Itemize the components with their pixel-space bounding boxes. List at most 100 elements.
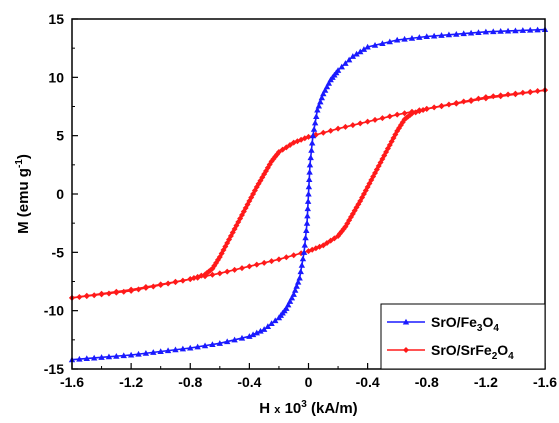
x-tick-label: -0.8	[178, 374, 202, 390]
data-point	[272, 317, 279, 324]
y-tick-label: 10	[48, 69, 64, 85]
data-point	[90, 354, 98, 361]
data-point	[320, 90, 327, 97]
data-point	[394, 111, 401, 118]
data-point	[294, 278, 302, 285]
y-axis-title-main: M (emu g	[15, 168, 32, 234]
x-axis-title-h: H	[259, 400, 274, 417]
data-point	[372, 116, 379, 123]
x-tick-label: -1.2	[119, 374, 143, 390]
data-point	[401, 110, 408, 117]
data-point	[416, 34, 423, 40]
data-point	[338, 63, 345, 70]
data-point	[76, 355, 83, 362]
data-point	[519, 27, 527, 33]
data-point	[238, 265, 245, 272]
y-tick-label: 15	[48, 11, 64, 27]
data-point	[299, 255, 307, 262]
x-tick-label: 0	[305, 374, 313, 390]
data-point	[453, 30, 460, 37]
data-point	[349, 122, 356, 129]
legend-box	[380, 303, 546, 370]
data-point	[379, 115, 386, 122]
data-point	[216, 270, 223, 277]
data-point	[460, 30, 467, 37]
data-point	[438, 32, 445, 38]
data-point	[490, 93, 497, 100]
data-point	[307, 154, 314, 161]
data-point	[460, 98, 467, 105]
data-point	[512, 27, 519, 34]
data-point	[105, 353, 113, 360]
data-point	[304, 198, 312, 204]
data-point	[231, 336, 238, 343]
data-point	[445, 101, 452, 108]
data-point	[323, 83, 331, 90]
data-point	[209, 271, 216, 278]
data-point	[310, 126, 318, 132]
x-tick-label: -0.8	[415, 374, 439, 390]
data-point	[325, 79, 333, 86]
data-point	[224, 268, 231, 275]
data-point	[401, 35, 408, 42]
data-point	[527, 88, 534, 95]
data-point	[284, 301, 292, 308]
data-point	[142, 284, 149, 291]
data-point	[423, 33, 430, 40]
data-point	[430, 32, 438, 39]
data-point	[327, 127, 334, 134]
legend-label-1-b: O	[497, 342, 508, 358]
data-point	[453, 100, 460, 106]
data-point	[291, 287, 299, 293]
x-tick-label: -1.6	[60, 374, 84, 390]
data-point	[379, 40, 386, 47]
data-point	[323, 240, 330, 246]
series-0	[68, 26, 549, 363]
data-point	[386, 113, 393, 120]
data-point	[142, 350, 150, 356]
data-point	[264, 323, 272, 329]
data-point	[512, 90, 519, 97]
data-point	[187, 344, 194, 351]
data-point	[172, 346, 179, 353]
data-point	[98, 354, 105, 360]
data-point	[253, 261, 260, 268]
data-point	[296, 274, 303, 281]
data-point	[306, 161, 314, 168]
data-point	[260, 326, 268, 332]
legend-item-sro-fe3o4	[387, 318, 425, 325]
data-point	[306, 176, 313, 182]
y-axis-title-close: )	[15, 154, 32, 159]
y-tick-label: -5	[52, 244, 65, 260]
data-point	[83, 355, 90, 362]
data-point	[308, 139, 316, 146]
data-point	[504, 27, 512, 34]
data-point	[349, 53, 357, 59]
data-point	[342, 123, 349, 130]
data-point	[519, 89, 526, 96]
data-point	[364, 118, 371, 125]
data-point	[257, 327, 264, 334]
data-point	[302, 234, 309, 241]
data-point	[279, 146, 286, 153]
data-point	[497, 92, 504, 99]
data-point	[120, 352, 127, 359]
data-point	[386, 38, 393, 45]
series-layer	[68, 26, 549, 363]
data-point	[246, 263, 253, 270]
data-point	[475, 95, 482, 102]
data-point	[308, 147, 315, 153]
data-point	[113, 352, 120, 359]
data-point	[261, 259, 268, 266]
data-point	[317, 98, 324, 105]
data-point	[393, 36, 401, 43]
data-point	[315, 102, 323, 109]
data-point	[268, 258, 275, 265]
data-point	[335, 125, 342, 132]
data-point	[283, 144, 290, 151]
x-tick-label: -0.4	[237, 374, 261, 390]
data-point	[353, 50, 360, 57]
data-point	[321, 86, 329, 93]
y-tick-label: 5	[56, 128, 64, 144]
